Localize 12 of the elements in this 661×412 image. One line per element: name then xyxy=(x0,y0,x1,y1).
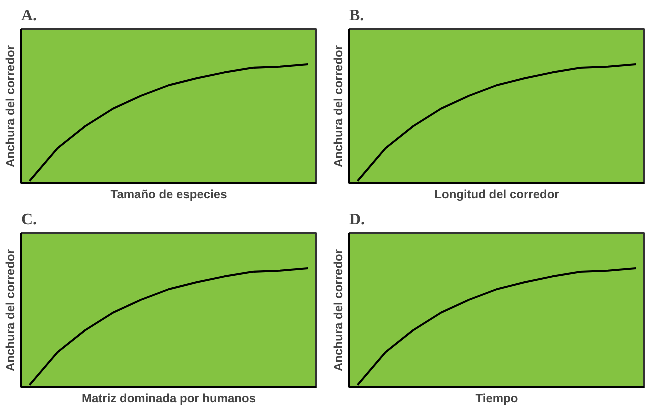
x-axis-title: Tamaño de especies xyxy=(110,188,228,202)
x-axis-title: Longitud del corredor xyxy=(434,188,560,202)
chart-title: B. xyxy=(350,8,364,24)
chart-title: A. xyxy=(22,8,38,24)
y-axis-title: Anchura del corredor xyxy=(332,249,346,372)
y-axis-title: Anchura del corredor xyxy=(4,45,18,168)
chart-title: D. xyxy=(350,212,366,228)
y-axis-title: Anchura del corredor xyxy=(4,249,18,372)
chart-title: C. xyxy=(22,212,38,228)
x-axis-title: Matriz dominada por humanos xyxy=(82,392,256,406)
y-axis-title: Anchura del corredor xyxy=(332,45,346,168)
x-axis-title: Tiempo xyxy=(476,392,518,406)
